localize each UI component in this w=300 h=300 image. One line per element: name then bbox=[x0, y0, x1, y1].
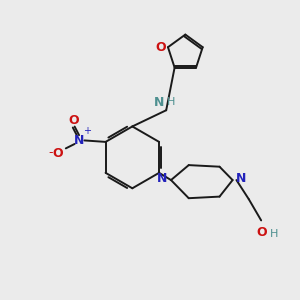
Text: +: + bbox=[83, 126, 92, 136]
Text: N: N bbox=[157, 172, 167, 185]
Text: -: - bbox=[48, 146, 53, 159]
Text: N: N bbox=[236, 172, 246, 185]
Text: H: H bbox=[167, 97, 176, 107]
Text: O: O bbox=[256, 226, 267, 239]
Text: N: N bbox=[74, 134, 84, 147]
Text: O: O bbox=[155, 41, 166, 54]
Text: H: H bbox=[269, 229, 278, 239]
Text: O: O bbox=[69, 115, 80, 128]
Text: O: O bbox=[52, 147, 63, 160]
Text: N: N bbox=[154, 96, 164, 109]
